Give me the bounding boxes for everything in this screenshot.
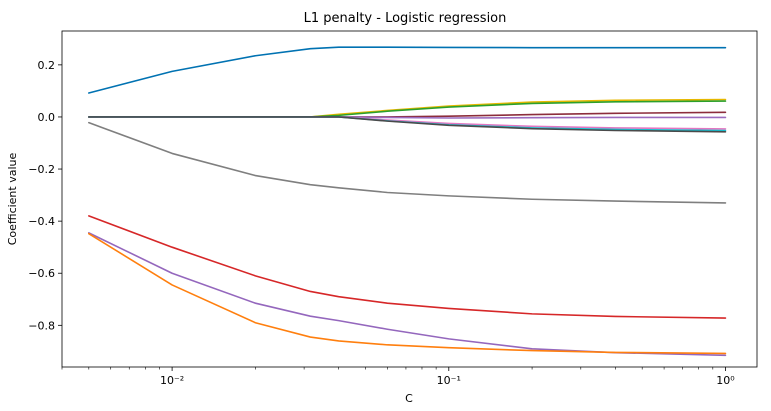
y-tick-label: −0.4 xyxy=(28,215,55,228)
x-tick-label: 10⁻² xyxy=(160,374,184,387)
series-line-1 xyxy=(88,46,727,94)
x-tick-label: 10⁰ xyxy=(716,374,735,387)
y-tick-label: 0.0 xyxy=(38,111,56,124)
x-axis: 10⁻² 10⁻¹ 10⁰ xyxy=(61,367,735,387)
series-line-8 xyxy=(88,116,727,133)
series-line-12 xyxy=(88,232,727,355)
y-tick-label: 0.2 xyxy=(38,59,56,72)
y-axis: 0.2 0.0 −0.2 −0.4 −0.6 −0.8 xyxy=(28,59,62,332)
y-tick-label: −0.6 xyxy=(28,267,55,280)
series-line-10 xyxy=(88,215,727,319)
y-tick-label: −0.8 xyxy=(28,319,55,332)
series-line-9 xyxy=(88,121,727,204)
y-tick-label: −0.2 xyxy=(28,163,55,176)
series-lines xyxy=(88,46,727,357)
plot-frame xyxy=(61,30,758,368)
y-axis-label: Coefficient value xyxy=(6,153,19,246)
chart-title: L1 penalty - Logistic regression xyxy=(304,11,507,26)
x-axis-label: C xyxy=(405,392,413,405)
x-tick-label: 10⁻¹ xyxy=(437,374,461,387)
